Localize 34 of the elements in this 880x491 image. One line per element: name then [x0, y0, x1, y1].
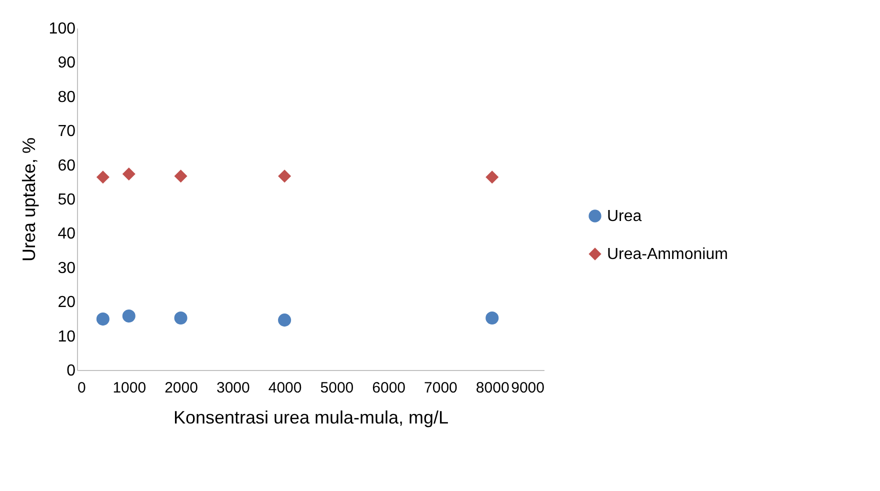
- point: [174, 312, 188, 325]
- y-tick-label: 60: [58, 157, 76, 174]
- point: [96, 170, 110, 184]
- y-tick-label: 90: [58, 54, 76, 72]
- y-tick-label: 50: [58, 192, 76, 208]
- x-tick-label: 1000: [112, 380, 146, 396]
- x-tick-label: 3000: [216, 380, 250, 396]
- x-tick-label: 2000: [164, 380, 198, 396]
- x-tick-label: 4000: [268, 380, 302, 396]
- point: [122, 309, 136, 322]
- x-tick-label: 7000: [424, 380, 458, 396]
- y-tick-label: 0: [66, 362, 76, 380]
- point: [96, 312, 110, 326]
- y-tick-label: 100: [48, 20, 76, 38]
- point: [174, 170, 188, 183]
- point: [122, 168, 136, 181]
- point: [486, 170, 499, 184]
- x-tick-label: 8000: [476, 380, 510, 396]
- y-tick-label: 70: [58, 123, 76, 140]
- x-tick-label: 5000: [320, 380, 354, 396]
- legend-label: Urea: [607, 208, 642, 225]
- y-axis-title: Urea uptake, %: [18, 137, 39, 262]
- y-tick-label: 40: [58, 226, 76, 243]
- y-tick-label: 10: [58, 328, 76, 346]
- x-tick-label: 9000: [511, 380, 544, 396]
- legend-label: Urea-Ammonium: [607, 246, 728, 263]
- y-tick-label: 30: [58, 260, 76, 277]
- y-tick-label: 80: [58, 88, 76, 106]
- point: [486, 312, 499, 325]
- y-tick-label: 20: [58, 294, 76, 312]
- x-tick-label: 6000: [372, 380, 406, 396]
- x-axis-title: Konsentrasi urea mula-mula, mg/L: [173, 408, 449, 428]
- point: [278, 170, 292, 183]
- point: [278, 314, 292, 327]
